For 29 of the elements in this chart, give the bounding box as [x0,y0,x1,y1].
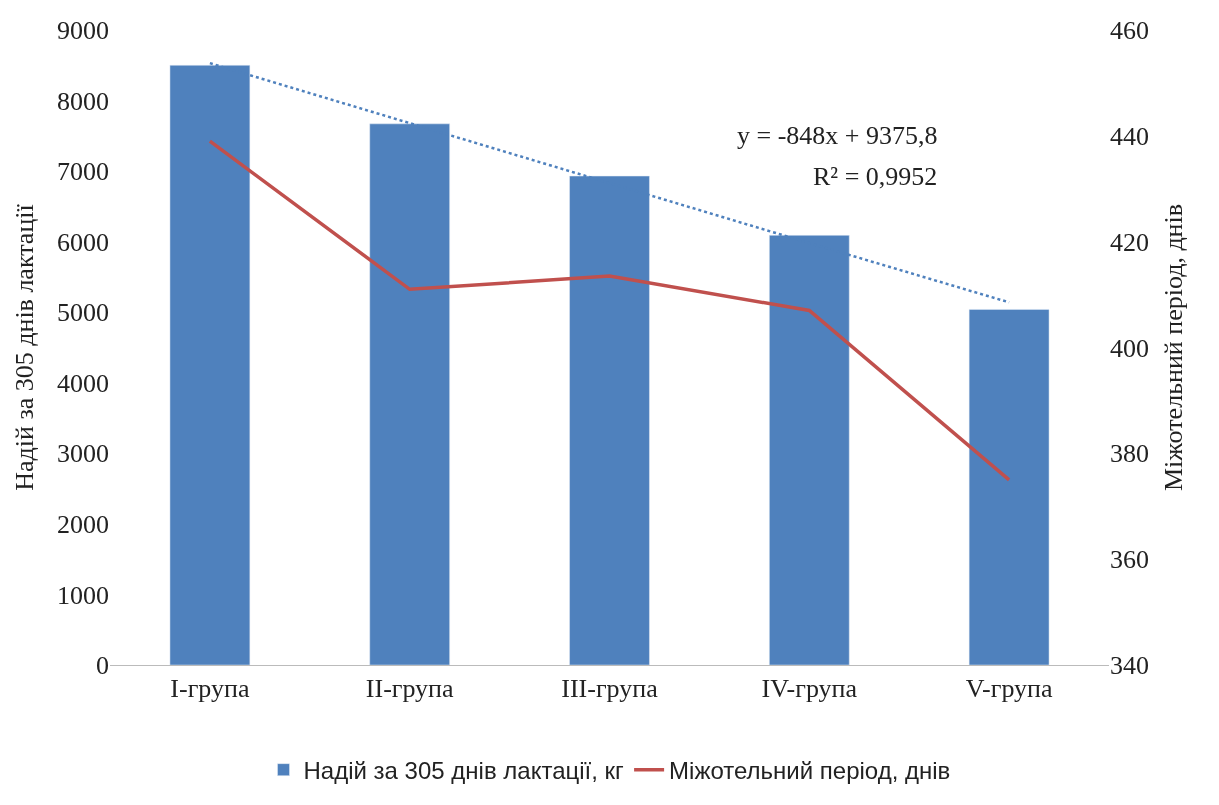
y-tick-label: 3000 [57,439,109,469]
x-tick-label: I-група [170,674,250,704]
y2-tick-label: 380 [1110,439,1149,469]
x-tick-label: II-група [365,674,455,704]
annotation: y = -848x + 9375,8 [737,121,938,150]
y-tick-label: 6000 [57,227,109,257]
y-axis-title: Надій за 305 днів лактації [10,203,40,491]
y2-tick-label: 400 [1110,333,1149,363]
bar [968,309,1050,665]
y-tick-label: 4000 [57,368,109,398]
y-tick-label: 7000 [57,157,109,187]
y2-axis-title: Міжотельний період, днів [1158,203,1188,492]
y2-tick-label: 420 [1110,227,1149,257]
x-tick-label: V-група [965,674,1053,704]
y-tick-label: 2000 [57,509,109,539]
y-tick-label: 1000 [57,580,109,610]
y-tick-label: 9000 [57,16,109,46]
y-tick-label: 8000 [57,86,109,116]
y-tick-label: 0 [96,651,109,681]
annotation: R² = 0,9952 [813,162,938,191]
y2-tick-label: 460 [1110,16,1149,46]
legend-label: Надій за 305 днів лактації, кг [303,757,625,785]
y2-tick-label: 440 [1110,121,1149,151]
legend-label: Міжотельний період, днів [669,757,951,785]
y-tick-label: 5000 [57,298,109,328]
y2-tick-label: 360 [1110,545,1149,575]
x-tick-label: III-група [561,674,659,704]
y2-tick-label: 340 [1110,651,1149,681]
x-tick-label: IV-група [761,674,858,704]
